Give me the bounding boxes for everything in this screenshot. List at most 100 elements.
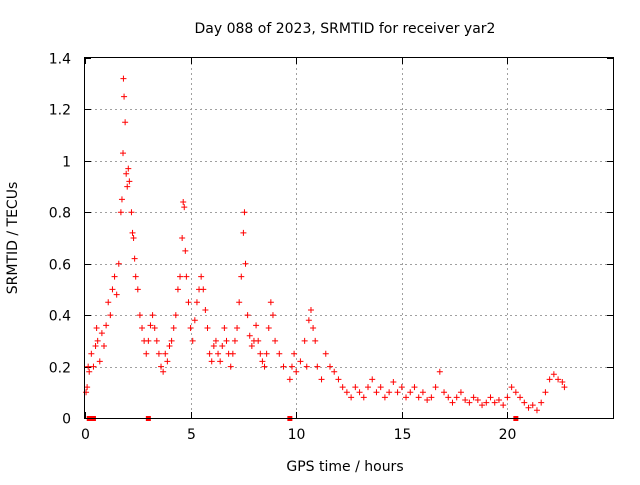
data-point bbox=[145, 337, 152, 344]
data-point bbox=[297, 358, 304, 365]
data-point bbox=[561, 384, 568, 391]
data-point bbox=[559, 379, 566, 385]
data-point bbox=[398, 384, 405, 391]
data-point bbox=[470, 394, 477, 401]
data-point bbox=[517, 394, 524, 401]
data-point bbox=[123, 170, 130, 177]
y-tick-label: 0.4 bbox=[49, 309, 71, 325]
data-point bbox=[164, 358, 171, 365]
data-point bbox=[101, 343, 108, 349]
data-point bbox=[174, 286, 181, 293]
data-point bbox=[129, 229, 136, 236]
data-point bbox=[457, 389, 464, 396]
data-point bbox=[365, 384, 372, 391]
data-point bbox=[191, 317, 198, 324]
data-point bbox=[257, 350, 264, 357]
data-point bbox=[238, 273, 245, 280]
data-point bbox=[244, 312, 251, 319]
data-point bbox=[521, 399, 528, 406]
data-point bbox=[314, 363, 321, 370]
data-point bbox=[445, 394, 452, 401]
data-point bbox=[322, 350, 329, 357]
data-point bbox=[125, 165, 132, 172]
data-point bbox=[432, 384, 439, 391]
data-point bbox=[236, 299, 243, 306]
y-axis-label: SRMTID / TECUs bbox=[5, 182, 21, 295]
data-point bbox=[111, 273, 118, 280]
data-point bbox=[134, 286, 141, 293]
data-point bbox=[185, 299, 192, 306]
ticks-layer: 0 0.2 0.4 0.6 0.8 1 1.2 1.4 0 5 10 15 20 bbox=[49, 52, 613, 443]
chart-title: Day 088 of 2023, SRMTID for receiver yar… bbox=[195, 21, 496, 37]
data-point bbox=[107, 312, 114, 319]
data-point bbox=[449, 399, 456, 406]
data-point bbox=[131, 255, 138, 262]
data-point bbox=[198, 273, 205, 280]
data-point bbox=[487, 394, 494, 401]
y-tick-label: 0.6 bbox=[49, 258, 71, 274]
data-point bbox=[223, 337, 230, 344]
data-point bbox=[495, 397, 502, 403]
data-point bbox=[206, 350, 213, 357]
data-point bbox=[217, 358, 224, 365]
data-point bbox=[202, 307, 209, 313]
points-layer bbox=[83, 75, 568, 414]
data-point bbox=[390, 379, 397, 385]
data-point bbox=[303, 363, 310, 370]
data-point bbox=[242, 260, 249, 267]
data-point bbox=[293, 368, 300, 375]
y-tick-label: 0.2 bbox=[49, 361, 71, 377]
data-point bbox=[221, 325, 228, 331]
data-point bbox=[168, 337, 175, 344]
data-point bbox=[267, 299, 274, 306]
data-point bbox=[419, 389, 426, 396]
data-point bbox=[109, 286, 116, 293]
data-point bbox=[474, 397, 481, 403]
data-point bbox=[93, 325, 100, 331]
x-tick-label: 5 bbox=[187, 427, 196, 443]
data-point bbox=[415, 394, 422, 401]
data-point bbox=[179, 235, 186, 241]
x-tick-label: 20 bbox=[499, 427, 517, 443]
data-point bbox=[149, 312, 156, 319]
data-point bbox=[151, 325, 158, 331]
data-point bbox=[200, 286, 207, 293]
data-point bbox=[403, 394, 410, 401]
data-point bbox=[326, 363, 333, 370]
data-point bbox=[139, 325, 146, 331]
data-point bbox=[227, 363, 234, 370]
data-point bbox=[377, 384, 384, 391]
data-point bbox=[162, 350, 169, 357]
data-point bbox=[84, 384, 91, 391]
data-point bbox=[272, 337, 279, 344]
data-point bbox=[291, 350, 298, 357]
data-point bbox=[483, 399, 490, 406]
y-tick-label: 1.4 bbox=[49, 52, 71, 68]
data-point bbox=[180, 199, 187, 205]
data-point bbox=[261, 363, 268, 370]
data-point bbox=[241, 209, 248, 216]
data-point bbox=[339, 384, 346, 391]
data-point bbox=[436, 368, 443, 375]
data-point bbox=[124, 183, 131, 190]
data-point bbox=[215, 350, 222, 357]
data-point bbox=[348, 394, 355, 401]
data-point bbox=[92, 343, 99, 349]
data-point bbox=[147, 322, 154, 329]
data-point bbox=[307, 307, 314, 313]
data-point bbox=[132, 273, 139, 280]
data-point bbox=[441, 389, 448, 396]
data-point bbox=[120, 150, 127, 157]
data-point bbox=[407, 389, 414, 396]
data-point bbox=[105, 299, 112, 306]
data-point bbox=[246, 332, 253, 339]
data-point bbox=[512, 389, 519, 396]
data-point bbox=[491, 399, 498, 406]
data-point bbox=[143, 350, 150, 357]
data-point bbox=[86, 368, 93, 375]
data-point bbox=[177, 273, 184, 280]
data-point bbox=[170, 325, 177, 331]
data-point bbox=[276, 350, 283, 357]
data-point bbox=[182, 247, 189, 254]
